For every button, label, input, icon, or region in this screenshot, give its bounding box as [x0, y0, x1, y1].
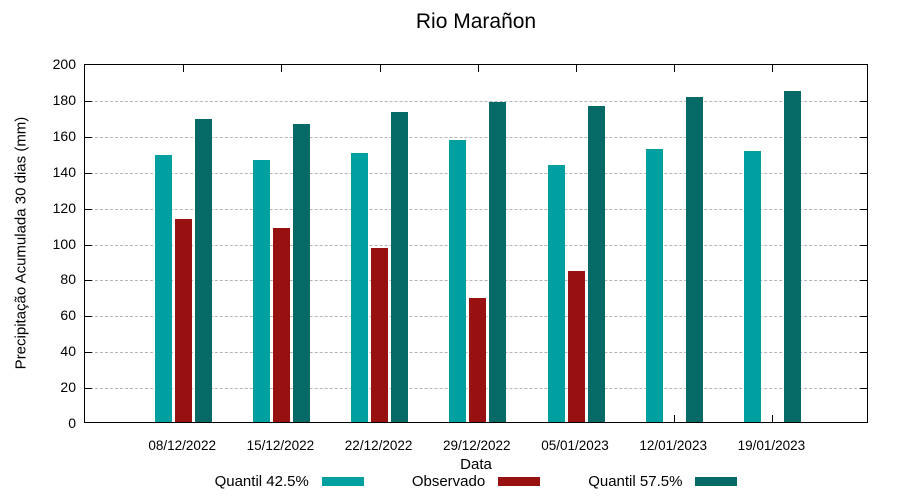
bar-quantil-57.5-: [783, 90, 801, 422]
legend-label: Quantil 42.5%: [214, 473, 309, 490]
grid-line: [85, 280, 867, 282]
x-tick-label: 12/01/2023: [639, 438, 707, 453]
y-tick-label: 200: [52, 56, 76, 72]
legend: Quantil 42.5% Observado Quantil 57.5%: [84, 473, 868, 490]
y-tick-label: 60: [60, 307, 76, 324]
y-axis-tick: [860, 388, 867, 390]
bar-observado: [469, 298, 487, 422]
bar-quantil-42.5-: [547, 165, 565, 422]
x-axis-tick: [772, 415, 774, 422]
x-axis-tick: [576, 65, 577, 72]
x-axis-tick: [772, 65, 774, 72]
chart-title: Rio Marañon: [415, 10, 537, 33]
grid-line: [85, 100, 867, 102]
bar-quantil-42.5-: [154, 154, 172, 422]
grid-line: [85, 208, 867, 210]
y-tick-label: 80: [60, 271, 76, 288]
x-tick-label: 15/12/2022: [246, 438, 315, 453]
y-axis-tick: [860, 172, 867, 174]
bar-observado: [567, 271, 585, 422]
bar-quantil-42.5-: [743, 150, 761, 422]
bar-quantil-57.5-: [489, 101, 507, 422]
bar-quantil-42.5-: [645, 149, 663, 422]
y-tick-label: 120: [52, 199, 76, 216]
legend-swatch: [498, 477, 541, 486]
grid-line: [85, 136, 867, 138]
y-axis-tick: [860, 352, 867, 354]
x-axis-tick: [674, 65, 676, 72]
y-axis-tick: [85, 388, 92, 390]
bar-quantil-57.5-: [587, 106, 605, 422]
x-axis-tick: [183, 65, 185, 72]
y-axis-tick: [85, 208, 92, 210]
bar-quantil-57.5-: [292, 124, 310, 422]
legend-label: Quantil 57.5%: [588, 473, 683, 490]
bar-quantil-57.5-: [194, 118, 212, 422]
y-axis-tick: [85, 352, 92, 354]
bar-quantil-42.5-: [252, 159, 270, 422]
x-axis-label: Data: [460, 456, 492, 473]
x-axis-tick: [281, 65, 283, 72]
bar-observado: [272, 228, 290, 422]
plot-area: [84, 64, 868, 423]
y-tick-label: 180: [52, 91, 76, 108]
x-tick-label: 19/01/2023: [737, 438, 806, 453]
x-axis-tick: [674, 415, 676, 422]
bar-quantil-42.5-: [351, 152, 369, 422]
y-axis-tick: [860, 280, 867, 282]
y-tick-label: 160: [52, 127, 76, 144]
bar-quantil-57.5-: [391, 112, 409, 422]
legend-entry: Observado: [411, 473, 541, 490]
bar-observado: [371, 247, 389, 422]
y-axis-tick: [860, 136, 867, 138]
bar-quantil-57.5-: [685, 97, 703, 422]
grid-line: [85, 244, 867, 246]
y-axis-tick: [860, 208, 867, 210]
grid-line: [85, 172, 867, 174]
y-tick-label: 140: [52, 163, 76, 180]
legend-entry: Quantil 57.5%: [588, 473, 738, 490]
legend-swatch: [321, 477, 364, 486]
bar-observado: [174, 219, 192, 422]
x-tick-label: 05/01/2023: [541, 438, 609, 453]
x-axis-tick: [477, 65, 479, 72]
y-tick-label: 40: [60, 343, 76, 360]
y-axis-tick: [85, 136, 92, 138]
y-axis-tick: [85, 280, 92, 282]
y-axis-tick: [85, 100, 92, 102]
y-axis-tick: [860, 316, 867, 318]
y-axis-tick: [860, 100, 867, 102]
legend-entry: Quantil 42.5%: [215, 473, 364, 490]
legend-swatch: [695, 477, 738, 486]
x-tick-label: 22/12/2022: [344, 438, 413, 453]
y-axis-tick: [85, 316, 92, 318]
y-axis-tick: [85, 172, 92, 174]
bar-quantil-42.5-: [449, 140, 467, 422]
y-tick-label: 20: [60, 379, 76, 396]
y-tick-label: 0: [68, 415, 76, 431]
y-axis-tick: [85, 244, 92, 246]
x-tick-label: 29/12/2022: [443, 438, 511, 453]
y-tick-label: 100: [52, 235, 76, 252]
y-axis-tick: [860, 244, 867, 246]
x-tick-label: 08/12/2022: [148, 438, 216, 453]
x-axis-tick: [379, 65, 381, 72]
legend-label: Observado: [411, 473, 486, 490]
